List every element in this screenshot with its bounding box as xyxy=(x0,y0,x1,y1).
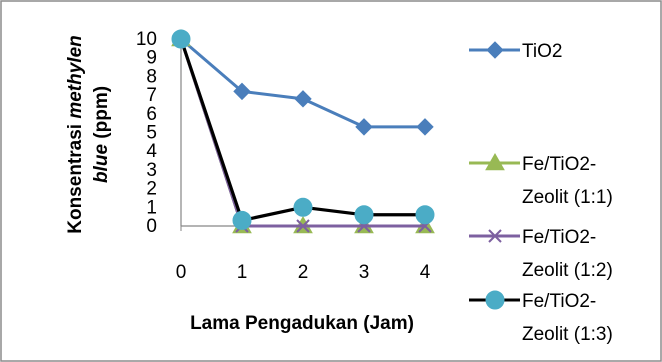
y-tick-label: 10 xyxy=(136,29,157,50)
x-axis-title: Lama Pengadukan (Jam) xyxy=(190,313,414,334)
legend-label: Fe/TiO2- xyxy=(522,227,596,248)
legend-marker xyxy=(485,290,505,310)
legend-marker xyxy=(486,41,504,59)
y-tick-label: 7 xyxy=(146,85,157,106)
marker-stroke xyxy=(296,219,310,233)
data-point xyxy=(171,29,191,49)
series-4 xyxy=(171,29,435,230)
y-tick-label: 9 xyxy=(146,48,157,69)
data-point xyxy=(296,219,310,233)
y-axis-title-part: blue xyxy=(91,144,112,183)
y-axis-title-part: (ppm) xyxy=(91,86,112,144)
y-tick-label: 1 xyxy=(146,197,157,218)
legend-label: Zeolit (1:2) xyxy=(522,260,613,281)
data-point xyxy=(354,205,374,225)
y-tick-label: 5 xyxy=(146,123,157,144)
legend-label: Fe/TiO2- xyxy=(522,154,596,175)
x-tick-label: 3 xyxy=(359,262,370,283)
legend-item-1: TiO2 xyxy=(469,41,562,62)
legend-label: Zeolit (1:1) xyxy=(522,187,613,208)
y-tick-label: 4 xyxy=(146,141,157,162)
y-tick-label: 0 xyxy=(146,216,157,237)
x-tick-label: 1 xyxy=(237,262,248,283)
x-tick-label: 4 xyxy=(420,262,431,283)
legend-label: TiO2 xyxy=(522,41,562,62)
data-point xyxy=(416,118,434,136)
x-tick-label: 2 xyxy=(298,262,309,283)
data-point xyxy=(293,197,313,217)
legend-label: Fe/TiO2- xyxy=(522,291,596,312)
legend-label: Zeolit (1:3) xyxy=(522,324,613,345)
legend-item-2: Fe/TiO2- Zeolit (1:1) xyxy=(469,152,613,208)
legend-item-3: Fe/TiO2- Zeolit (1:2) xyxy=(469,227,613,281)
data-point xyxy=(232,210,252,230)
x-tick-label: 0 xyxy=(176,262,187,283)
y-tick-label: 2 xyxy=(146,179,157,200)
y-axis-title-part: Konsentrasi xyxy=(65,119,86,234)
data-point xyxy=(294,90,312,108)
y-tick-label: 6 xyxy=(146,104,157,125)
legend-marker xyxy=(488,229,502,243)
marker-stroke xyxy=(488,229,502,243)
data-point xyxy=(233,82,251,101)
y-tick-label: 3 xyxy=(146,160,157,181)
data-point xyxy=(355,118,373,136)
legend-item-4: Fe/TiO2- Zeolit (1:3) xyxy=(469,290,613,345)
y-tick-label: 8 xyxy=(146,66,157,87)
y-axis-title: Konsentrasi methylen blue (ppm) xyxy=(65,35,112,234)
legend-marker xyxy=(485,152,505,171)
y-axis-title-part: methylen xyxy=(65,35,86,118)
data-point xyxy=(415,205,435,225)
